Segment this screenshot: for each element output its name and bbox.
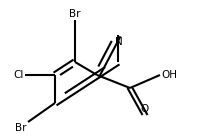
- Text: Br: Br: [69, 9, 81, 19]
- Text: Br: Br: [15, 123, 27, 133]
- Text: N: N: [115, 37, 123, 47]
- Text: Cl: Cl: [14, 70, 24, 80]
- Text: O: O: [141, 104, 149, 114]
- Text: OH: OH: [161, 70, 177, 80]
